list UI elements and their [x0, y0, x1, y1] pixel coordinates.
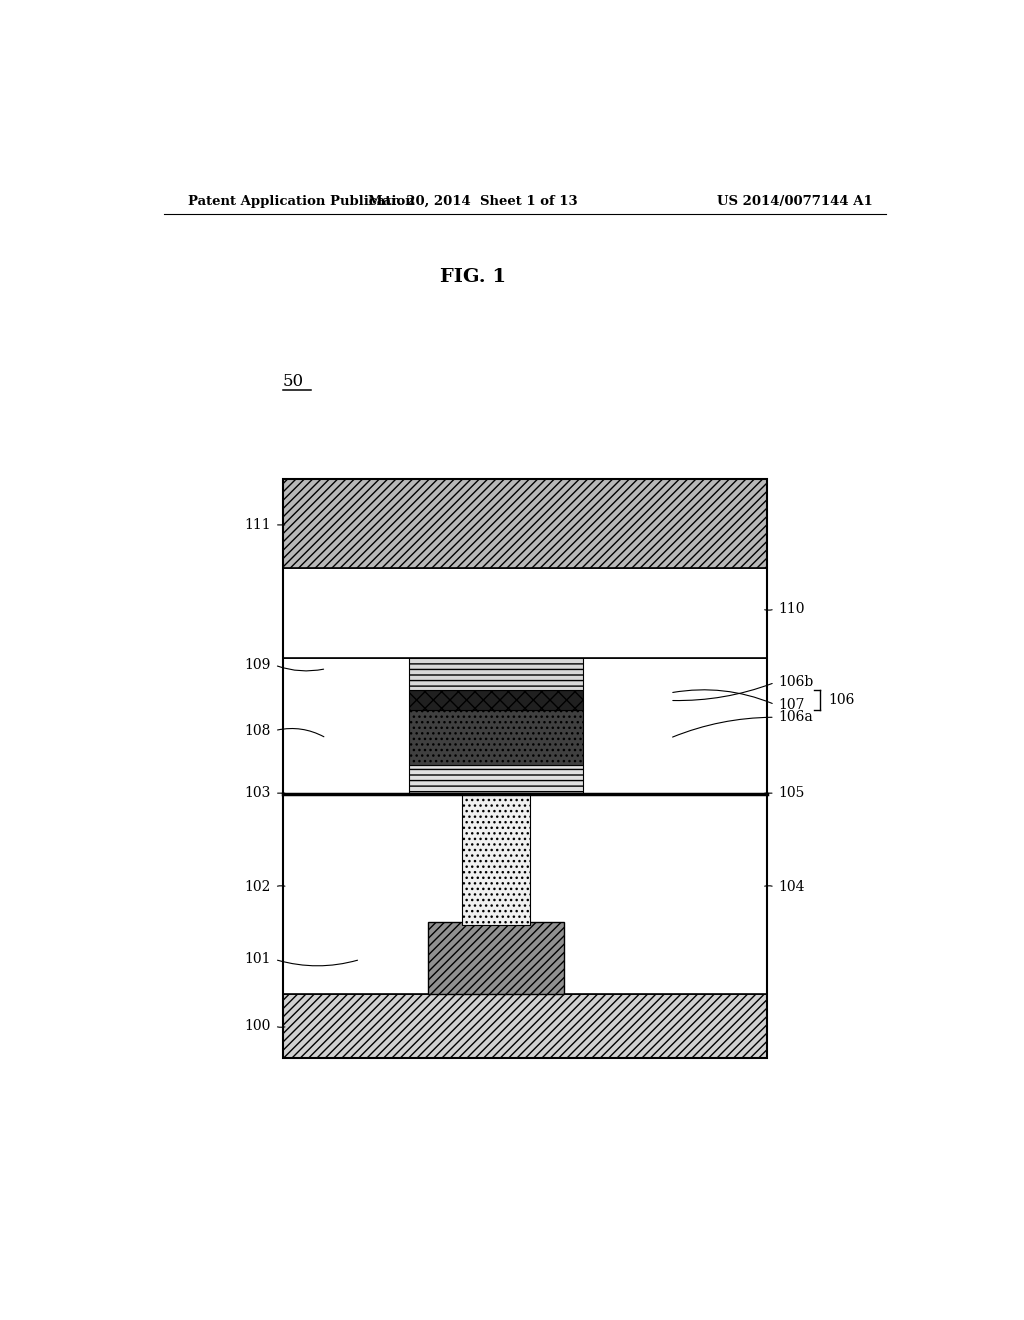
- Text: 102: 102: [245, 880, 270, 894]
- Text: 111: 111: [244, 517, 270, 532]
- Bar: [283, 569, 767, 659]
- Text: 106: 106: [828, 693, 854, 708]
- Bar: [283, 994, 767, 1057]
- Text: FIG. 1: FIG. 1: [440, 268, 506, 286]
- Bar: [409, 766, 583, 795]
- Bar: [283, 479, 767, 569]
- Bar: [428, 921, 563, 994]
- Bar: [462, 795, 529, 925]
- Text: 104: 104: [778, 880, 805, 894]
- Text: 110: 110: [778, 602, 805, 616]
- Text: US 2014/0077144 A1: US 2014/0077144 A1: [717, 194, 872, 207]
- Bar: [283, 479, 767, 1057]
- Bar: [283, 659, 767, 795]
- Text: Mar. 20, 2014  Sheet 1 of 13: Mar. 20, 2014 Sheet 1 of 13: [369, 194, 578, 207]
- Bar: [462, 591, 529, 647]
- Text: 105: 105: [778, 787, 805, 800]
- Bar: [283, 795, 767, 994]
- Text: Patent Application Publication: Patent Application Publication: [187, 194, 415, 207]
- Text: 107: 107: [778, 697, 805, 711]
- Text: 109: 109: [245, 659, 270, 672]
- Text: 50: 50: [283, 374, 304, 391]
- Text: 106a: 106a: [778, 710, 813, 725]
- Text: 101: 101: [245, 953, 270, 966]
- Text: 108: 108: [245, 723, 270, 738]
- Bar: [409, 710, 583, 766]
- Bar: [409, 690, 583, 710]
- Bar: [409, 647, 583, 690]
- Text: 106b: 106b: [778, 676, 814, 689]
- Text: 103: 103: [245, 787, 270, 800]
- Text: 100: 100: [245, 1019, 270, 1034]
